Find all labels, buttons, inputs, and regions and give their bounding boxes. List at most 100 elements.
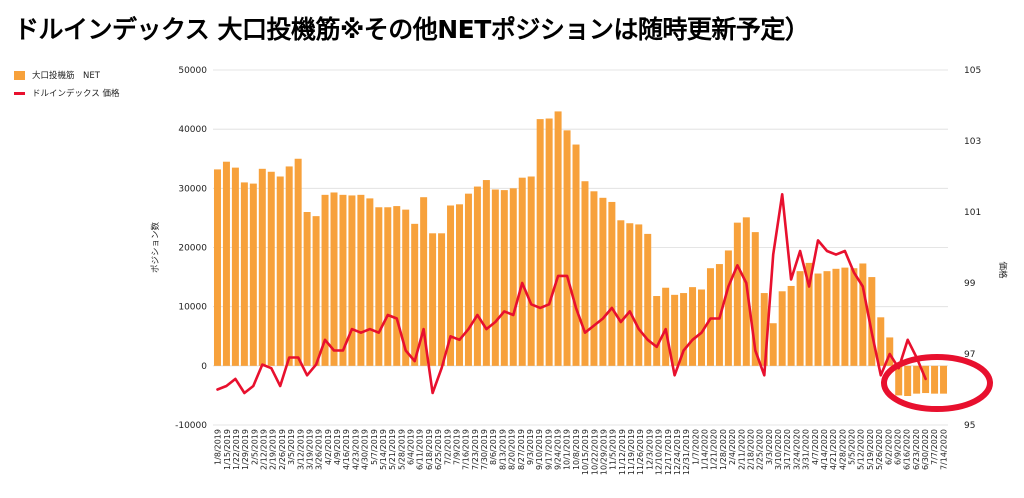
y2-tick-label: 101 xyxy=(964,208,981,218)
bar xyxy=(482,180,490,366)
bar xyxy=(348,195,356,366)
x-tick-label: 6/25/2019 xyxy=(434,429,443,470)
highlight-ellipse xyxy=(881,354,993,412)
bar xyxy=(626,223,634,366)
x-tick-label: 5/28/2019 xyxy=(397,429,406,470)
bar xyxy=(411,223,419,366)
bar xyxy=(886,337,894,366)
x-tick-label: 12/24/2019 xyxy=(673,429,682,475)
bar xyxy=(931,365,939,394)
bar xyxy=(581,181,589,366)
x-tick-label: 1/15/2019 xyxy=(223,429,232,470)
x-tick-label: 12/10/2019 xyxy=(655,429,664,475)
x-tick-label: 5/26/2020 xyxy=(875,429,884,470)
bar xyxy=(940,365,948,394)
x-tick-label: 5/12/2020 xyxy=(857,429,866,470)
x-tick-label: 12/17/2019 xyxy=(664,429,673,475)
bar xyxy=(240,182,248,366)
x-tick-label: 9/3/2019 xyxy=(526,429,535,465)
bar xyxy=(850,268,858,366)
line-series xyxy=(216,193,927,395)
y2-tick-label: 99 xyxy=(964,279,976,289)
x-tick-label: 6/11/2019 xyxy=(416,429,425,470)
bar xyxy=(698,289,706,366)
x-tick-label: 6/30/2020 xyxy=(921,429,930,470)
x-tick-label: 2/11/2020 xyxy=(737,429,746,470)
x-tick-label: 2/12/2019 xyxy=(260,429,269,470)
x-tick-label: 5/19/2020 xyxy=(866,429,875,470)
bar xyxy=(769,323,777,366)
bar xyxy=(778,291,786,366)
x-tick-label: 4/7/2020 xyxy=(811,429,820,465)
bar xyxy=(527,176,535,366)
x-tick-label: 3/3/2020 xyxy=(765,429,774,465)
x-tick-label: 7/23/2019 xyxy=(471,429,480,470)
x-tick-label: 6/9/2020 xyxy=(893,429,902,465)
bar xyxy=(787,285,795,366)
x-tick-label: 3/17/2020 xyxy=(783,429,792,470)
y2-tick-label: 95 xyxy=(964,421,975,431)
bar xyxy=(733,222,741,366)
y-tick-label: 30000 xyxy=(178,184,207,194)
x-tick-label: 10/29/2019 xyxy=(599,429,608,475)
x-tick-label: 1/7/2020 xyxy=(691,429,700,465)
x-tick-label: 1/22/2019 xyxy=(232,429,241,470)
x-tick-label: 6/23/2020 xyxy=(912,429,921,470)
y-tick-label: 10000 xyxy=(178,303,207,313)
x-tick-label: 3/24/2020 xyxy=(792,429,801,470)
x-tick-label: 2/5/2019 xyxy=(250,429,259,465)
bar xyxy=(455,204,463,366)
x-tick-label: 6/4/2019 xyxy=(407,429,416,465)
bar xyxy=(393,206,401,366)
x-tick-label: 8/13/2019 xyxy=(498,429,507,470)
bar xyxy=(563,130,571,366)
x-tick-label: 10/1/2019 xyxy=(563,429,572,470)
y-tick-label: 0 xyxy=(201,362,207,372)
bar xyxy=(402,209,410,366)
x-tick-label: 2/25/2020 xyxy=(756,429,765,470)
bar xyxy=(447,205,455,366)
bar xyxy=(859,263,867,366)
x-tick-label: 8/6/2019 xyxy=(489,429,498,465)
x-tick-label: 4/14/2020 xyxy=(820,429,829,470)
bar xyxy=(384,207,392,366)
y2-tick-label: 103 xyxy=(964,137,981,147)
bar xyxy=(644,233,652,366)
bar xyxy=(509,188,517,366)
x-tick-label: 2/4/2020 xyxy=(728,429,737,465)
x-tick-label: 11/19/2019 xyxy=(627,429,636,475)
x-tick-label: 7/2/2019 xyxy=(443,429,452,465)
bar xyxy=(608,201,616,366)
y-tick-label: 40000 xyxy=(178,125,207,135)
x-tick-label: 4/9/2019 xyxy=(333,429,342,465)
bar xyxy=(303,212,311,366)
bar xyxy=(294,158,302,366)
legend-item-line: ドルインデックス 価格 xyxy=(14,84,119,102)
legend-swatch-line xyxy=(14,91,25,95)
x-tick-label: 2/19/2019 xyxy=(269,429,278,470)
x-tick-label: 4/23/2019 xyxy=(351,429,360,470)
bar xyxy=(545,118,553,366)
bar xyxy=(590,191,598,366)
x-tick-label: 4/16/2019 xyxy=(342,429,351,470)
x-tick-label: 7/7/2020 xyxy=(930,429,939,465)
bar xyxy=(653,296,661,366)
bar xyxy=(706,268,714,366)
x-tick-label: 3/5/2019 xyxy=(287,429,296,465)
bar xyxy=(213,169,221,366)
legend-swatch-bars xyxy=(14,70,25,80)
bar xyxy=(491,189,499,366)
x-tick-label: 3/26/2019 xyxy=(315,429,324,470)
x-tick-label: 7/16/2019 xyxy=(462,429,471,470)
legend-label-line: ドルインデックス 価格 xyxy=(32,89,120,99)
y2-axis-title: 価格 xyxy=(997,261,1008,279)
x-tick-label: 3/12/2019 xyxy=(296,429,305,470)
y-tick-label: 20000 xyxy=(178,244,207,254)
price-line xyxy=(216,193,927,395)
x-tick-label: 9/24/2019 xyxy=(554,429,563,470)
bar xyxy=(635,224,643,366)
y-tick-label: 50000 xyxy=(178,66,207,76)
bar xyxy=(895,365,903,396)
x-tick-label: 10/22/2019 xyxy=(590,429,599,475)
